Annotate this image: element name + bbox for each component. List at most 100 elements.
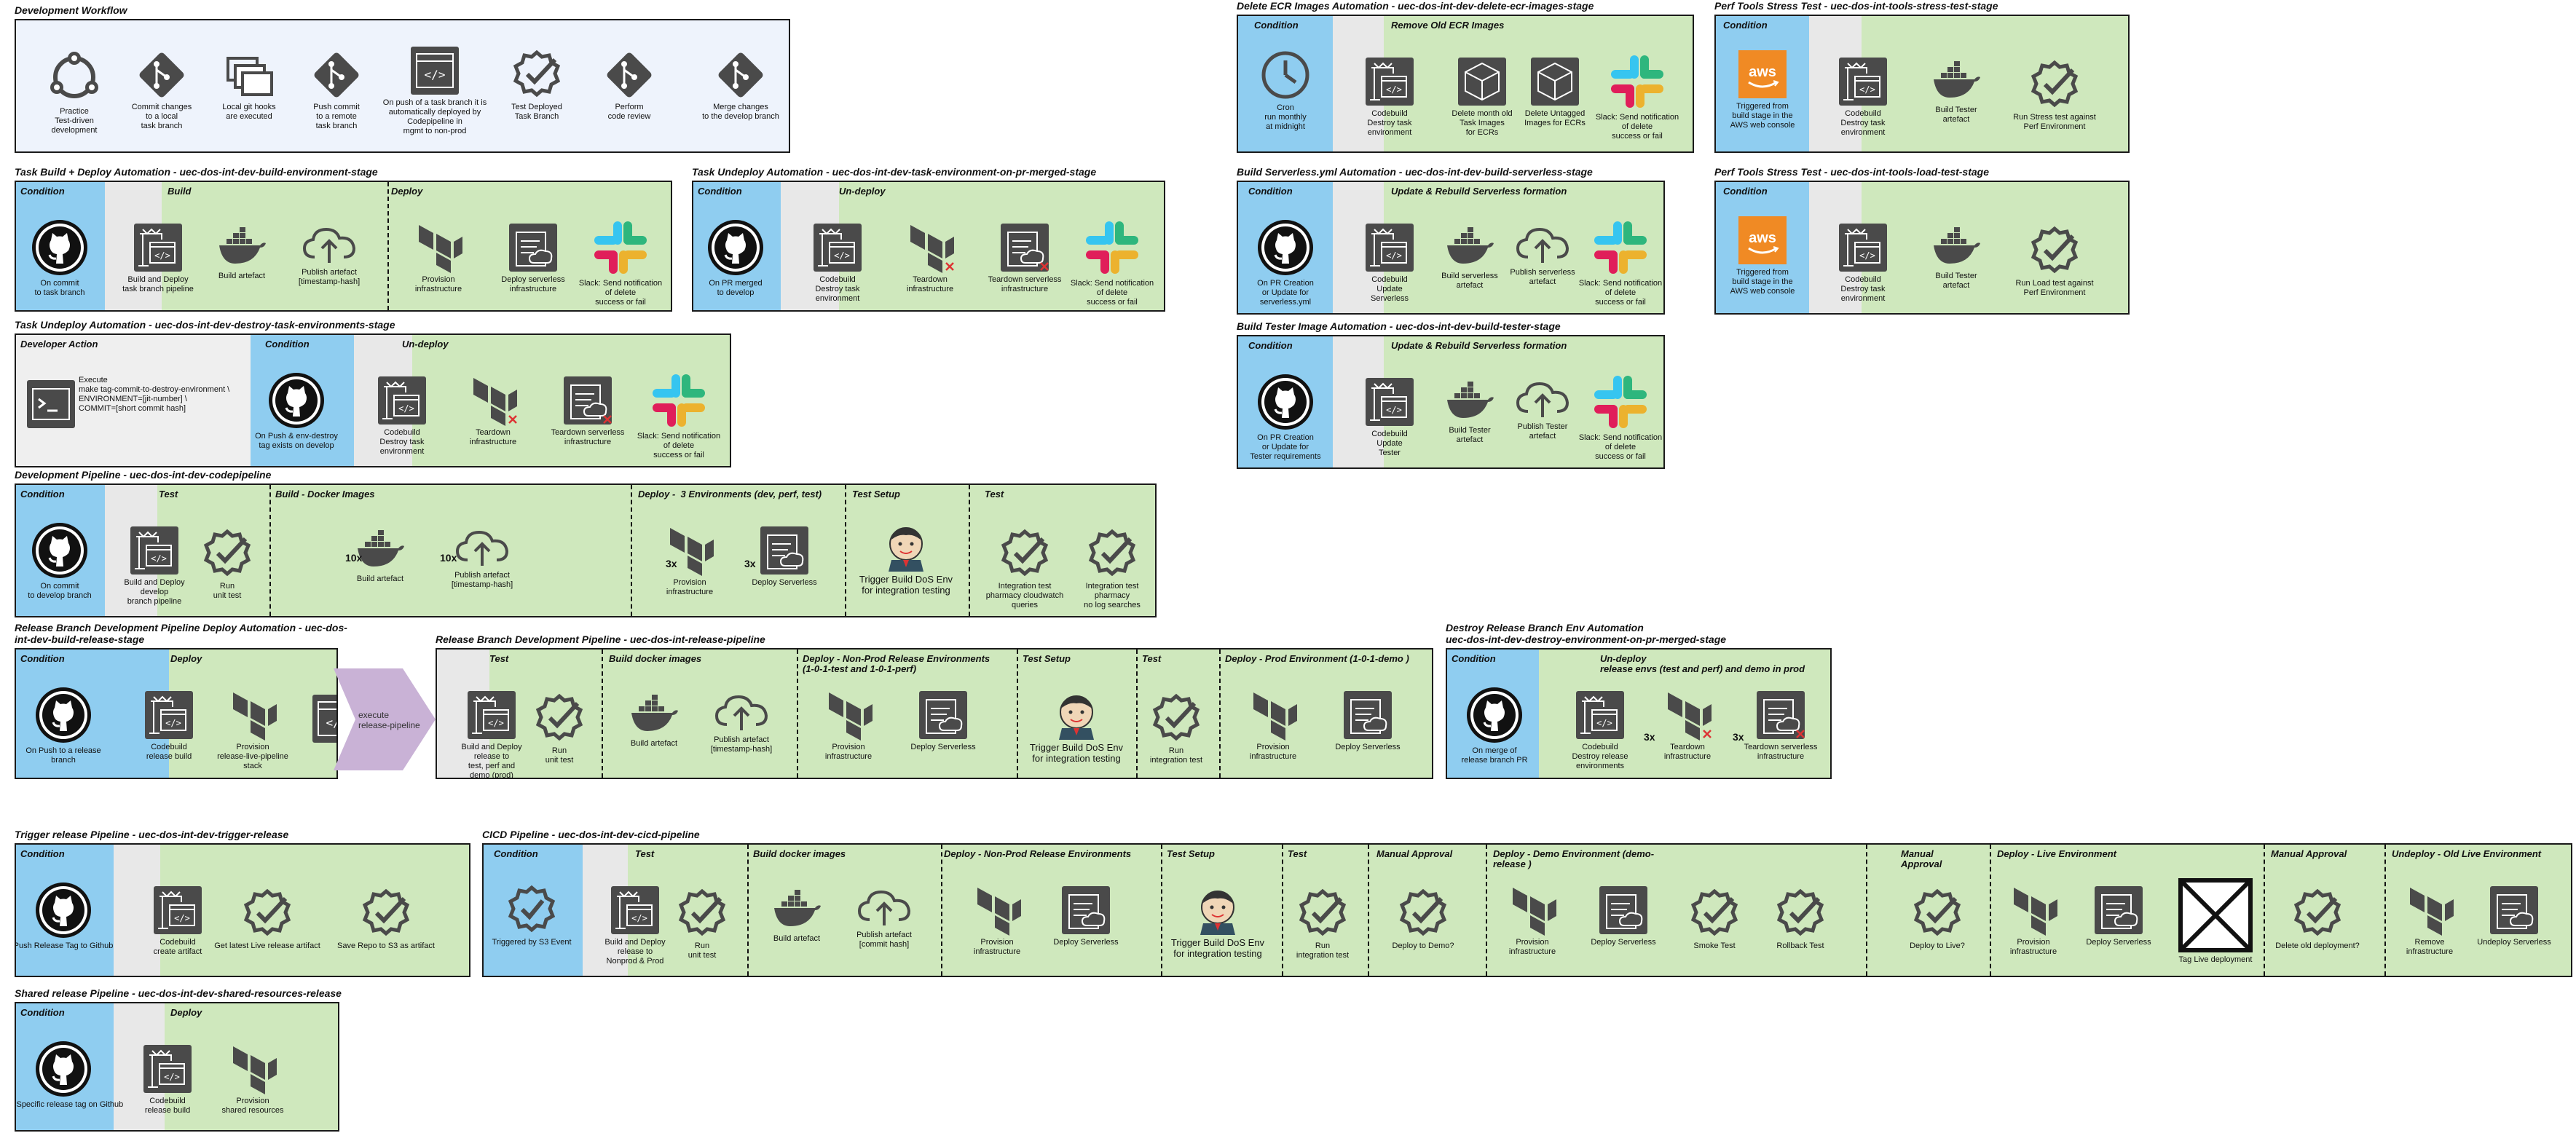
check-icon: [1379, 888, 1467, 939]
stage-label: Condition: [265, 339, 310, 350]
svg-text:</>: </>: [326, 716, 338, 730]
step-label: Deploy Serverless: [910, 743, 976, 751]
stage-label: Manual Approval: [1901, 848, 1942, 869]
github-icon: [16, 881, 122, 939]
stage-label: Test Setup: [1167, 848, 1215, 859]
github-icon: [1242, 218, 1329, 277]
step-label: Deploy Serverless: [752, 578, 817, 587]
step-github: On PR Creation or Update for serverless.…: [1242, 218, 1329, 307]
step-label: Teardown serverless infrastructure: [551, 428, 625, 446]
serverless-icon: [899, 690, 987, 741]
svg-text:aws: aws: [1749, 64, 1776, 80]
docker-icon: [1426, 380, 1513, 424]
step-terraform-x: Teardown infrastructure: [449, 375, 537, 447]
step-github: On commit to develop branch: [16, 521, 103, 601]
step-label: Build artefact: [218, 272, 266, 280]
codebuild-icon: </>: [1346, 222, 1433, 273]
codebuild-icon: </>: [111, 525, 198, 576]
serverless-icon: [741, 525, 828, 576]
github-icon: [16, 1040, 136, 1098]
cube-icon: [1438, 56, 1526, 107]
step-label: Build artefact: [630, 739, 678, 748]
step-label: On PR Creation or Update for Tester requ…: [1250, 433, 1321, 461]
stage-divider: [797, 650, 798, 778]
step-terraform: Provision infrastructure: [395, 222, 482, 294]
step-label: Publish artefact [timestamp-hash]: [451, 571, 513, 589]
serverless-icon: [475, 222, 591, 273]
step-check: Run Load test against Perf Environment: [1996, 226, 2113, 298]
step-clock: Cron run monthly at midnight: [1242, 49, 1329, 132]
docker-icon: [1913, 60, 2000, 103]
step-label: Codebuild release build: [146, 743, 192, 761]
pipeline-panel-devpipe: Condition Test Build - Docker Images Deploy…: [15, 483, 1157, 617]
pipeline-panel-bti: Condition Update & Rebuild Serverless for…: [1237, 335, 1665, 469]
step-check: Integration test pharmacy cloudwatch que…: [981, 529, 1068, 610]
step-github: On Push & env-destroy tag exists on deve…: [238, 371, 355, 451]
step-codebuild: </> Build and Deploy task branch pipelin…: [100, 222, 216, 294]
codebuild-icon: </>: [124, 1043, 211, 1094]
step-label: Provision infrastructure: [666, 578, 714, 596]
step-label: Slack: Send notification of delete succe…: [1578, 433, 1663, 461]
step-terraform: Provision infrastructure: [953, 885, 1041, 957]
step-label: Teardown infrastructure: [469, 428, 517, 446]
check-icon: [2274, 888, 2361, 939]
step-label: On Specific release tag on Github: [15, 1100, 124, 1109]
step-code: </>: [293, 693, 338, 744]
step-git: Push commit to a remote task branch: [293, 50, 380, 131]
stage-label: Manual Approval: [1376, 848, 1453, 859]
check-icon: [1133, 693, 1220, 744]
step-docker: Build artefact: [610, 693, 698, 749]
svg-text:</>: </>: [834, 250, 850, 261]
stage-divider: [1486, 845, 1487, 976]
step-codebuild: </> Codebuild Destroy task environment: [1819, 56, 1907, 138]
github-icon: [1451, 686, 1538, 744]
stage-zone: [114, 845, 160, 976]
stage-label: Un-deploy: [402, 339, 449, 350]
jenkins-icon: [1004, 693, 1149, 740]
step-label: Codebuild create artifact: [153, 938, 202, 956]
step-label: Get latest Live release artifact: [214, 941, 320, 950]
step-codebuild: </> Codebuild Destroy release environmen…: [1556, 690, 1644, 771]
stage-divider: [602, 650, 603, 778]
step-label: Provision shared resources: [221, 1097, 284, 1115]
step-label: Build serverless artefact: [1441, 272, 1498, 290]
stage-label: Test: [1288, 848, 1307, 859]
stage-label: Deploy - 3 Environments (dev, perf, test…: [638, 489, 822, 500]
step-label: Build Tester artefact: [1449, 426, 1491, 444]
step-label: Triggered from build stage in the AWS we…: [1730, 102, 1795, 130]
step-label: Practice Test-driven development: [51, 107, 98, 135]
step-label: Deploy serverless infrastructure: [501, 275, 565, 293]
step-aws: aws Triggered from build stage in the AWS…: [1719, 49, 1806, 130]
step-check: Smoke Test: [1671, 888, 1758, 951]
step-label: On PR merged to develop: [709, 279, 763, 297]
stage-label: Deploy - Live Environment: [1997, 848, 2116, 859]
pipeline-panel-ptl: Condition aws Triggered from build stage i…: [1714, 181, 2130, 315]
step-stack: Local git hooks are executed: [205, 50, 293, 122]
panel-title: Task Build + Deploy Automation - uec-dos…: [15, 166, 378, 178]
step-check: Deploy to Live?: [1894, 888, 1981, 951]
svg-text:</>: </>: [1859, 84, 1875, 95]
step-check: Get latest Live release artifact: [209, 888, 326, 951]
step-label: Push commit to a remote task branch: [313, 103, 360, 130]
stage-label: Test: [635, 848, 655, 859]
step-label: Teardown infrastructure: [906, 275, 954, 293]
slack-icon: [621, 371, 730, 430]
step-terraform: Provision infrastructure: [646, 525, 733, 597]
step-docker: Build Tester artefact: [1913, 60, 2000, 125]
terraform-icon: [1644, 690, 1731, 741]
svg-text:</>: </>: [398, 403, 414, 414]
stage-label: Test: [489, 653, 509, 664]
step-label: Run Stress test against Perf Environment: [2013, 113, 2096, 131]
step-label: Slack: Send notification of delete succe…: [1070, 279, 1154, 307]
step-label: On Push & env-destroy tag exists on deve…: [255, 432, 338, 450]
step-label: Deploy Serverless: [2086, 938, 2151, 947]
step-label: Delete old deployment?: [2275, 941, 2360, 950]
terraform-icon: [395, 222, 482, 273]
step-check: Test Deployed Task Branch: [493, 50, 580, 122]
codebuild-icon: </>: [1346, 56, 1433, 107]
svg-text:</>: </>: [1386, 84, 1402, 95]
step-label: Test Deployed Task Branch: [511, 103, 562, 121]
step-label: Publish artefact [commit hash]: [856, 931, 912, 949]
pipeline-panel-cicd: Condition Test Build docker images Deploy -…: [482, 843, 2572, 977]
svg-text:</>: </>: [488, 718, 504, 728]
